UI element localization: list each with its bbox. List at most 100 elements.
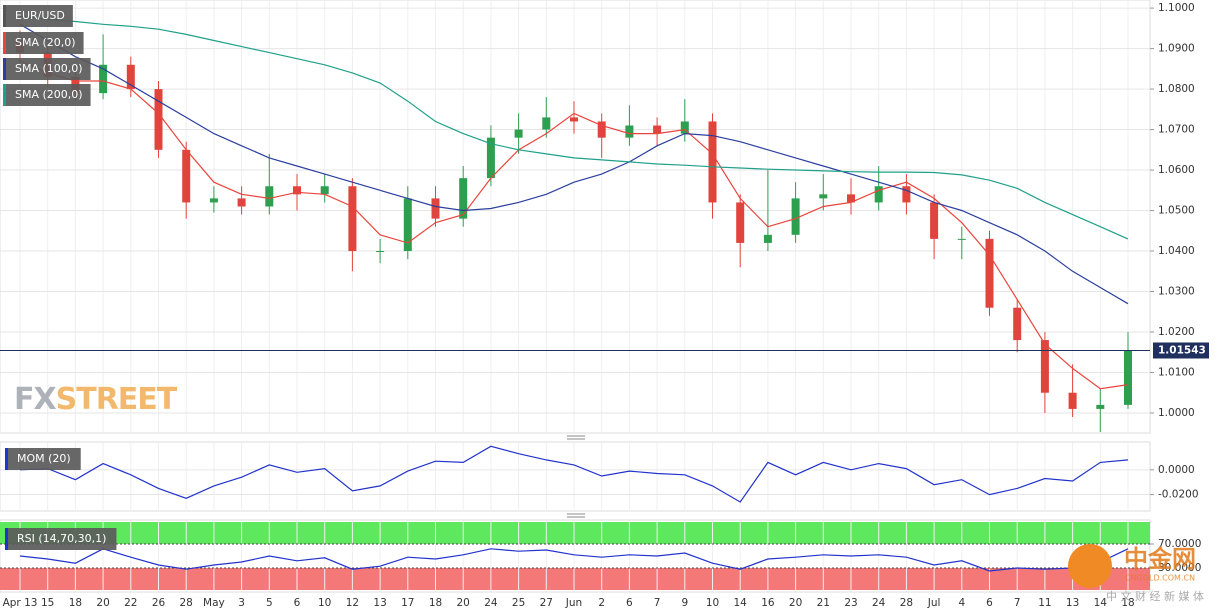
y-tick-label: 1.1000 bbox=[1158, 2, 1195, 14]
y-tick-label: 1.0900 bbox=[1158, 43, 1195, 55]
price-pane bbox=[0, 0, 1151, 434]
y-tick-label: 1.0800 bbox=[1158, 83, 1195, 95]
logo: 中金网 CNGOLD.COM.CN 中 文 财 经 新 媒 体 bbox=[1068, 544, 1204, 603]
series-line bbox=[19, 548, 1129, 572]
x-tick-label: May bbox=[203, 597, 225, 609]
candle-body bbox=[1040, 340, 1049, 393]
x-tick-label: 25 bbox=[512, 597, 525, 609]
y-tick-label: 1.0600 bbox=[1158, 164, 1195, 176]
legend-label: EUR/USD bbox=[15, 9, 65, 22]
overbought-band bbox=[0, 522, 1150, 545]
legend-swatch bbox=[5, 528, 8, 550]
pane-handle bbox=[567, 435, 585, 440]
y-tick-label: 30.0000 bbox=[1158, 562, 1201, 574]
legend-swatch bbox=[3, 32, 6, 54]
candle-body bbox=[930, 202, 939, 239]
y-tick-label: 1.0300 bbox=[1158, 286, 1195, 298]
candle-body bbox=[874, 186, 883, 203]
candle-body bbox=[542, 117, 551, 130]
x-tick-label: 7 bbox=[1014, 597, 1021, 609]
candle-body bbox=[708, 121, 717, 203]
x-tick-label: 14 bbox=[734, 597, 748, 609]
legend-label: SMA (20,0) bbox=[15, 36, 76, 49]
y-tick-label: 1.0000 bbox=[1158, 407, 1195, 419]
candle-body bbox=[625, 125, 634, 138]
legend-swatch bbox=[3, 58, 6, 80]
candle-body bbox=[99, 64, 108, 94]
y-tick-label: 1.0400 bbox=[1158, 245, 1195, 257]
x-tick-label: 28 bbox=[900, 597, 913, 609]
legend-swatch bbox=[5, 448, 8, 470]
logo-site: CNGOLD.COM.CN bbox=[1125, 574, 1195, 583]
candle-body bbox=[819, 194, 828, 199]
candle-body bbox=[985, 238, 994, 308]
x-tick-label: 14 bbox=[1094, 597, 1108, 609]
last-price-label: 1.01543 bbox=[1158, 344, 1206, 356]
x-tick-label: 3 bbox=[238, 597, 245, 609]
legend-label: RSI (14,70,30,1) bbox=[17, 532, 106, 545]
candle-body bbox=[320, 186, 329, 195]
legend-box bbox=[3, 58, 91, 80]
series-line bbox=[19, 23, 1129, 305]
legend-swatch bbox=[3, 84, 6, 106]
candle-body bbox=[791, 198, 800, 235]
legend-box bbox=[3, 32, 84, 54]
x-tick-label: 18 bbox=[429, 597, 442, 609]
y-tick-label: 70.0000 bbox=[1158, 538, 1201, 550]
candle-body bbox=[1068, 392, 1077, 409]
x-tick-label: 4 bbox=[958, 597, 965, 609]
candle-body bbox=[237, 198, 246, 207]
candle-body bbox=[1096, 404, 1105, 409]
x-tick-label: 10 bbox=[706, 597, 719, 609]
legend-swatch bbox=[3, 5, 6, 27]
logo-icon bbox=[1068, 544, 1112, 588]
x-tick-label: 20 bbox=[457, 597, 470, 609]
candle-body bbox=[1013, 307, 1022, 341]
x-tick-label: 15 bbox=[41, 597, 54, 609]
candle-body bbox=[680, 121, 689, 134]
x-tick-label: 12 bbox=[346, 597, 359, 609]
candle-body bbox=[514, 129, 523, 138]
legend-label: SMA (100,0) bbox=[15, 62, 83, 75]
y-tick-label: 0.0000 bbox=[1158, 464, 1195, 476]
x-tick-label: 6 bbox=[294, 597, 301, 609]
candle-body bbox=[403, 198, 412, 252]
candle-body bbox=[957, 238, 966, 240]
x-tick-label: 7 bbox=[654, 597, 661, 609]
candle-body bbox=[736, 202, 745, 243]
x-tick-label: Apr 13 bbox=[3, 597, 38, 609]
x-tick-label: 20 bbox=[789, 597, 802, 609]
candle-body bbox=[763, 234, 772, 243]
legend-box bbox=[3, 5, 73, 27]
y-tick-label: 1.0500 bbox=[1158, 205, 1195, 217]
candle-body bbox=[265, 186, 274, 207]
candle-body bbox=[348, 186, 357, 252]
x-tick-label: 6 bbox=[626, 597, 633, 609]
x-tick-label: 10 bbox=[318, 597, 331, 609]
candle-body bbox=[376, 251, 385, 253]
x-tick-label: 5 bbox=[266, 597, 273, 609]
x-tick-label: 22 bbox=[124, 597, 137, 609]
x-tick-label: 28 bbox=[180, 597, 193, 609]
x-tick-label: 24 bbox=[872, 597, 886, 609]
logo-title: 中金网 bbox=[1124, 545, 1196, 573]
x-tick-label: 17 bbox=[401, 597, 414, 609]
x-tick-label: 27 bbox=[540, 597, 553, 609]
series-line bbox=[19, 15, 1129, 240]
x-tick-label: 21 bbox=[817, 597, 830, 609]
x-tick-label: 6 bbox=[986, 597, 993, 609]
series-line bbox=[19, 445, 1129, 503]
candle-body bbox=[126, 64, 135, 90]
x-tick-label: 24 bbox=[484, 597, 498, 609]
legend-label: SMA (200,0) bbox=[15, 88, 83, 101]
y-tick-label: 1.0200 bbox=[1158, 326, 1195, 338]
x-tick-label: 2 bbox=[598, 597, 605, 609]
x-tick-label: 11 bbox=[1038, 597, 1051, 609]
x-tick-label: 13 bbox=[373, 597, 386, 609]
y-tick-label: 1.0700 bbox=[1158, 124, 1195, 136]
watermark: FXSTREET bbox=[14, 382, 178, 417]
x-tick-label: Jun bbox=[565, 597, 582, 609]
watermark-part: STREET bbox=[56, 382, 178, 417]
candle-body bbox=[431, 198, 440, 219]
